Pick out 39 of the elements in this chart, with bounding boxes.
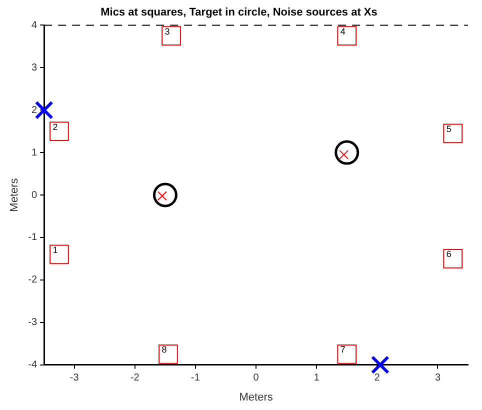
annotation: 1 [52,244,58,255]
point [370,356,390,374]
annotation: 3 [164,26,170,36]
y-tick-label: -1 [28,232,38,244]
y-tick-label: -4 [28,360,38,371]
point [337,26,357,46]
x-tick-label: -2 [130,372,140,384]
y-tick-label: 4 [32,20,38,31]
annotation: 8 [162,344,167,355]
x-tick-label: 1 [314,372,320,384]
y-axis-title: Meters [8,178,21,212]
y-tick-label: 3 [32,62,38,74]
x-tick-label: -1 [191,372,200,384]
point [158,344,178,364]
x-tick-label: 2 [374,372,380,384]
annotation: 5 [446,124,452,134]
point [34,100,54,120]
x-tick-label: -3 [70,372,80,384]
point [337,344,357,364]
point [443,124,463,144]
chart-title: Mics at squares, Target in circle, Noise sources at Xs [100,6,378,19]
annotation: 4 [340,26,346,36]
point [152,182,178,208]
point [50,244,69,264]
y-tick-label: 0 [32,190,38,201]
y-tick-label: 1 [32,147,38,158]
annotation: 7 [340,344,346,355]
y-tick-label: 2 [32,104,38,116]
point [50,122,69,142]
point [334,140,360,165]
x-tick-label: 0 [253,372,260,384]
y-tick-label: -2 [28,274,38,286]
x-tick-label: 3 [434,372,441,384]
y-tick-label: -3 [28,317,38,328]
x-axis-title: Meters [239,391,274,404]
annotation: 2 [52,122,58,132]
point [162,26,181,46]
annotation: 6 [446,249,452,260]
point [443,248,463,268]
